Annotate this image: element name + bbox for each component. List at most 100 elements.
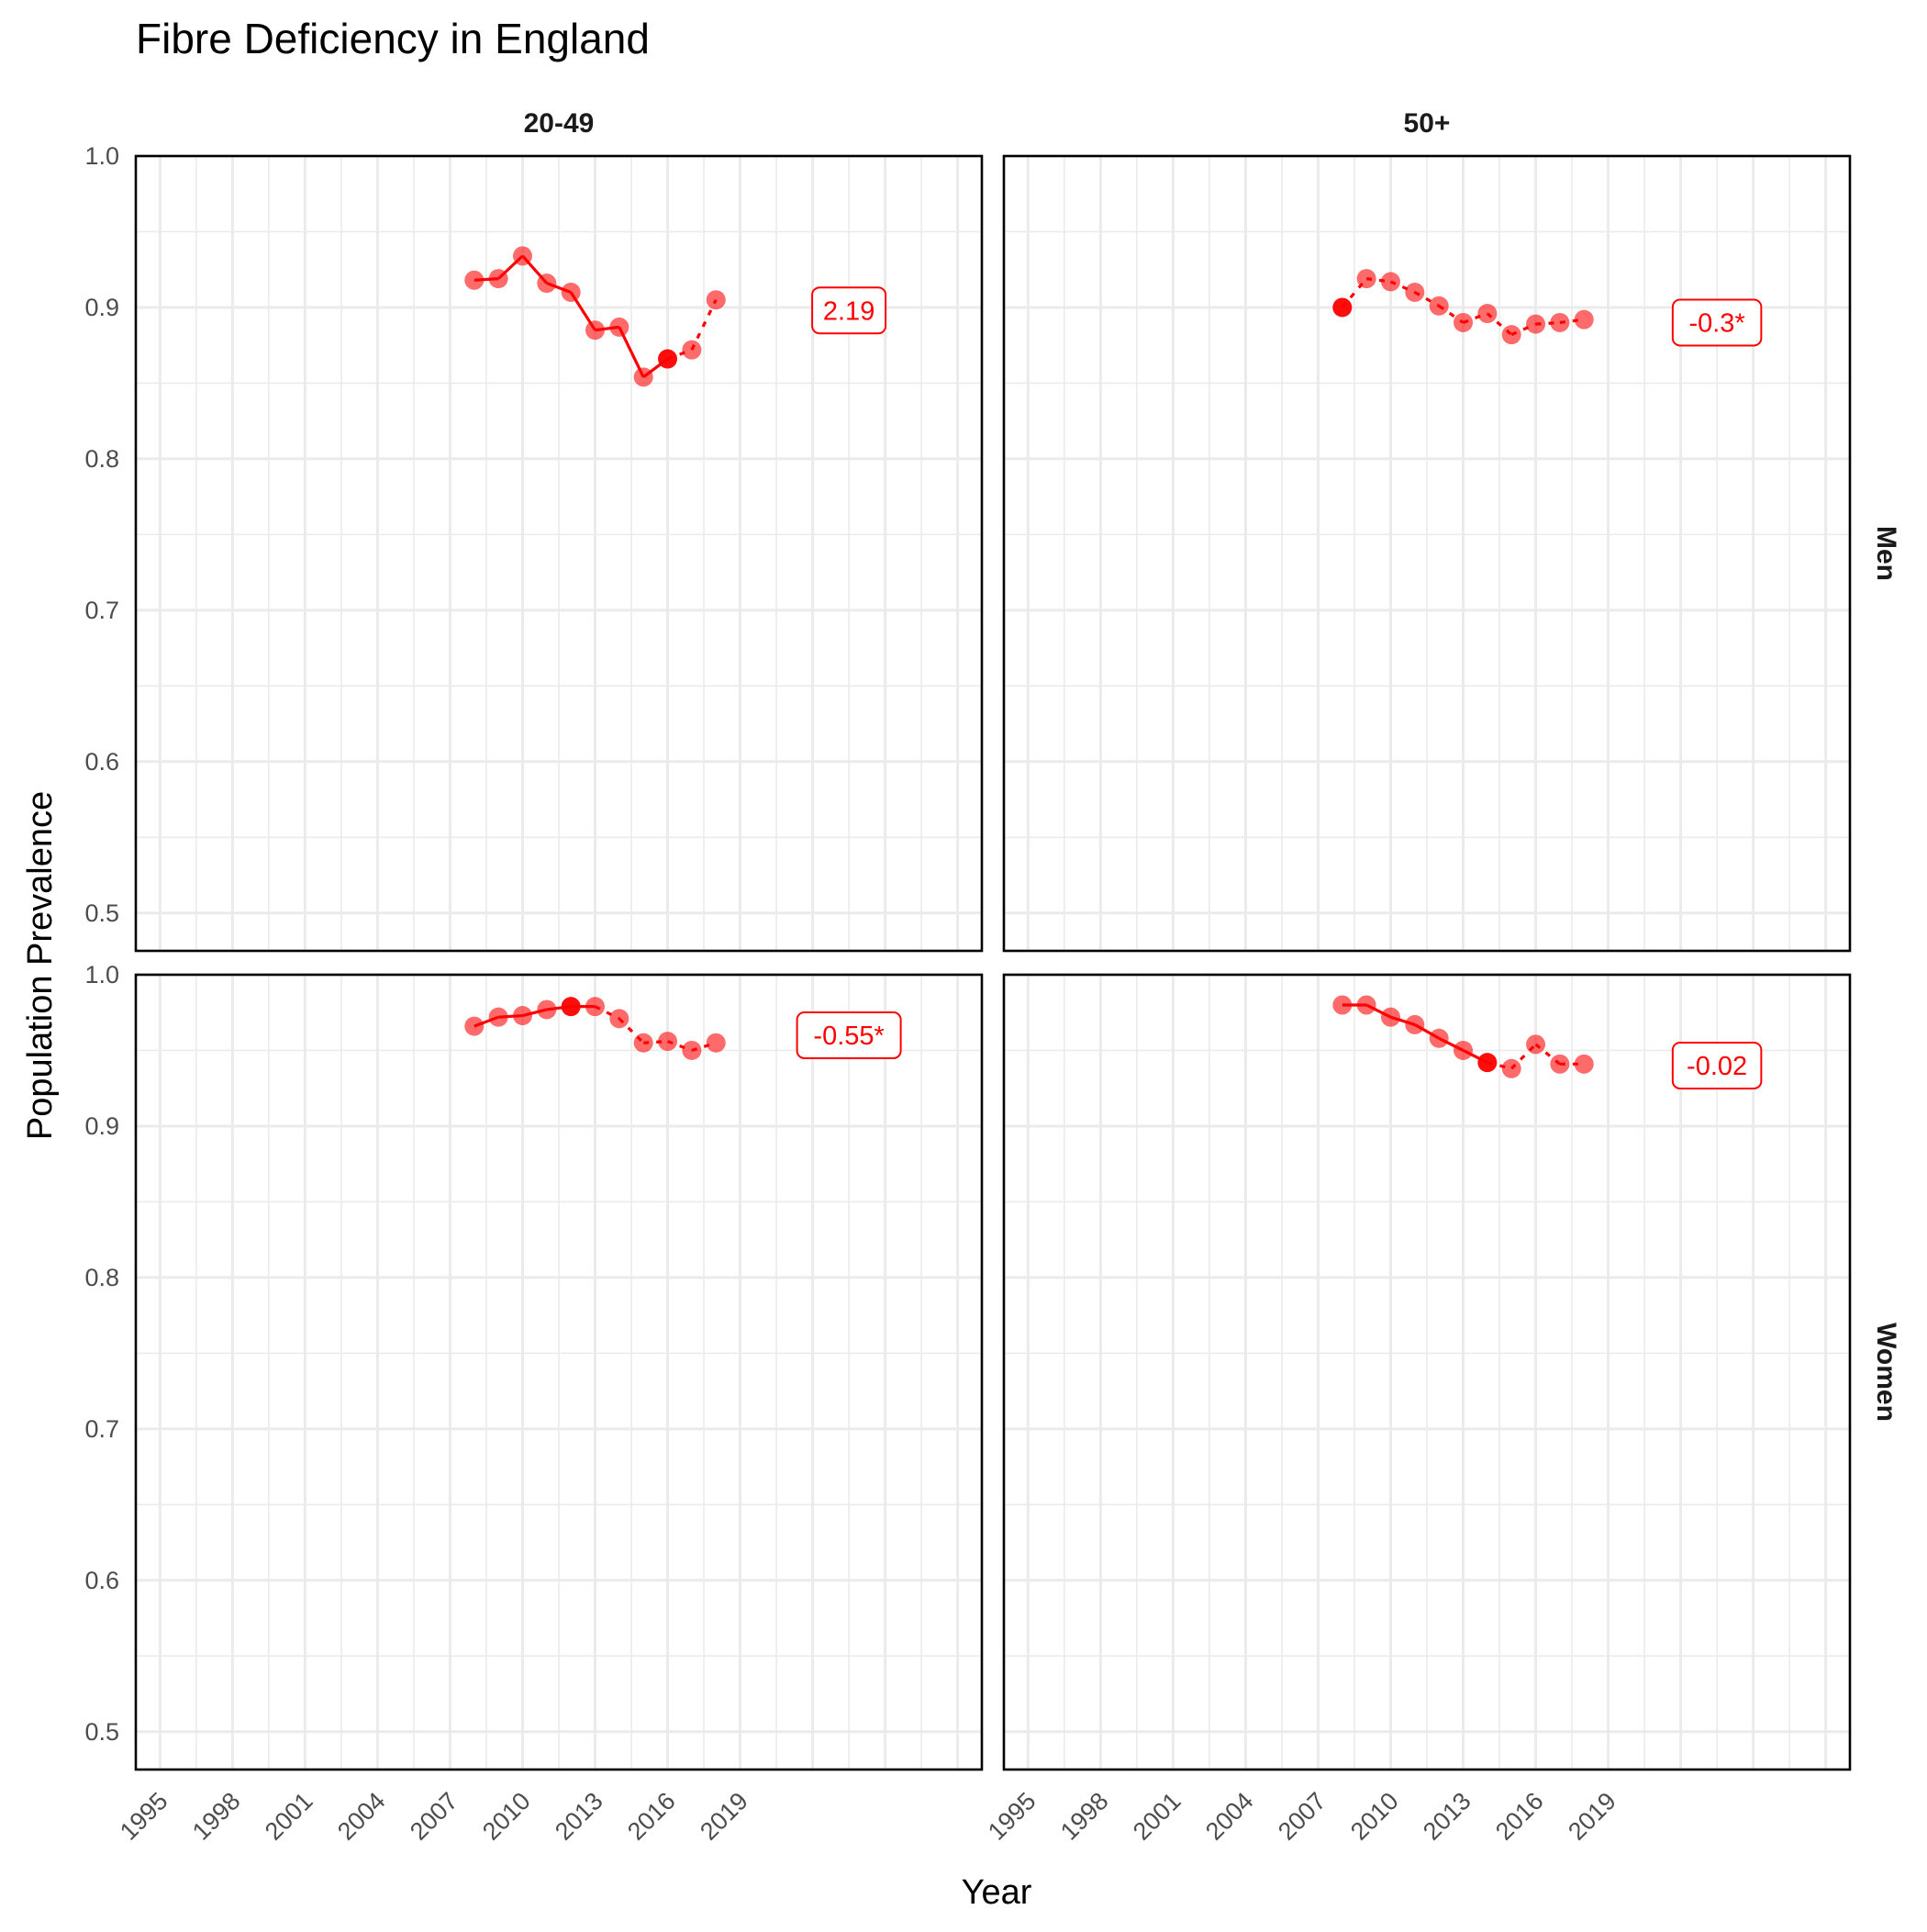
x-axis-label: Year [962,1873,1032,1912]
data-point [658,1032,678,1052]
data-point [537,274,557,294]
data-point [1477,304,1498,324]
data-point [1332,297,1353,318]
facet-panel: 2.19 [134,154,984,953]
y-tick-label: 0.6 [84,1567,119,1594]
x-tick-label: 2004 [1200,1787,1259,1846]
panel-border [134,154,984,953]
x-tick-label: 1998 [1055,1787,1114,1846]
data-point [1332,995,1353,1015]
trend-label: -0.55* [813,1022,884,1051]
data-point [682,340,702,360]
series-line-segment [690,299,718,351]
panel-border [1002,973,1852,1771]
facet-panel: -0.02 [1002,973,1852,1771]
trend-label-box [1671,298,1763,347]
data-point [1429,1028,1449,1048]
data-point [706,290,726,310]
data-point [1526,314,1546,334]
x-tick-label: 2010 [477,1787,536,1846]
facet-panel: -0.55* [134,973,984,1771]
facet-panel: -0.3* [1002,154,1852,953]
facet-row-label: Men [1871,526,1901,581]
y-axis-label: Population Prevalence [21,791,60,1140]
x-tick-label: 2001 [1128,1787,1186,1846]
chart-title: Fibre Deficiency in England [136,15,650,62]
data-point [1356,995,1376,1015]
data-point [609,1009,629,1029]
x-tick-label: 1995 [983,1787,1041,1846]
panel-border [1002,154,1852,953]
data-point [633,367,653,387]
trend-label-box [1671,1041,1763,1089]
x-tick-label: 2013 [550,1787,608,1846]
data-point [488,269,508,289]
facet-row-label: Women [1871,1323,1901,1422]
data-point [1501,325,1521,345]
y-tick-label: 0.7 [84,1415,119,1443]
y-tick-label: 0.6 [84,748,119,776]
data-point [1477,1053,1498,1073]
data-point [585,997,606,1017]
trend-label: -0.3* [1688,308,1744,338]
y-tick-label: 1.0 [84,142,119,170]
data-point [1380,272,1400,292]
data-point [1380,1007,1400,1027]
trend-label-box [796,1011,902,1059]
data-point [561,997,581,1017]
x-tick-label: 1998 [187,1787,246,1846]
x-tick-label: 2004 [332,1787,391,1846]
data-point [706,1033,726,1053]
panels: 20-49 50+ Men Women 2.19 0.5 0.6 0.7 0.8 0.9 1.0 -0… [84,108,1901,1846]
data-point [1501,1058,1521,1078]
data-point [512,1006,532,1026]
y-tick-label: 0.5 [84,1718,119,1746]
x-tick-label: 2019 [695,1787,753,1846]
y-tick-label: 0.9 [84,294,119,321]
data-point [658,349,678,369]
data-point [488,1007,508,1027]
trend-label-box [811,286,887,335]
x-tick-label: 2016 [622,1787,681,1846]
data-point [1405,282,1425,302]
x-tick-label: 2019 [1563,1787,1621,1846]
data-point [512,246,532,266]
facet-column-label: 20-49 [524,108,595,139]
data-point [561,282,581,302]
y-tick-label: 0.8 [84,1264,119,1291]
y-tick-label: 0.7 [84,597,119,624]
x-tick-label: 2007 [405,1787,463,1846]
data-point [1574,1054,1594,1074]
x-tick-label: 1995 [115,1787,173,1846]
x-tick-label: 2013 [1418,1787,1476,1846]
data-point [1429,296,1449,316]
data-point [464,270,485,290]
x-tick-label: 2007 [1273,1787,1331,1846]
data-point [1454,1040,1474,1060]
panel-border [134,973,984,1771]
data-point [609,317,629,337]
y-tick-label: 0.8 [84,445,119,473]
x-tick-label: 2010 [1345,1787,1404,1846]
x-tick-label: 2016 [1490,1787,1549,1846]
y-tick-label: 1.0 [84,961,119,988]
data-point [1454,312,1474,332]
data-point [1550,312,1570,332]
trend-label: 2.19 [823,296,874,326]
data-point [633,1033,653,1053]
y-tick-label: 0.5 [84,899,119,927]
data-point [682,1040,702,1060]
trend-label: -0.02 [1687,1052,1747,1081]
data-point [1526,1034,1546,1055]
facet-column-label: 50+ [1404,108,1451,139]
data-point [585,320,606,341]
data-point [1550,1054,1570,1074]
data-point [1356,269,1376,289]
data-point [537,1000,557,1020]
y-tick-label: 0.9 [84,1112,119,1140]
data-point [464,1016,485,1036]
data-point [1405,1014,1425,1034]
x-tick-label: 2001 [260,1787,318,1846]
